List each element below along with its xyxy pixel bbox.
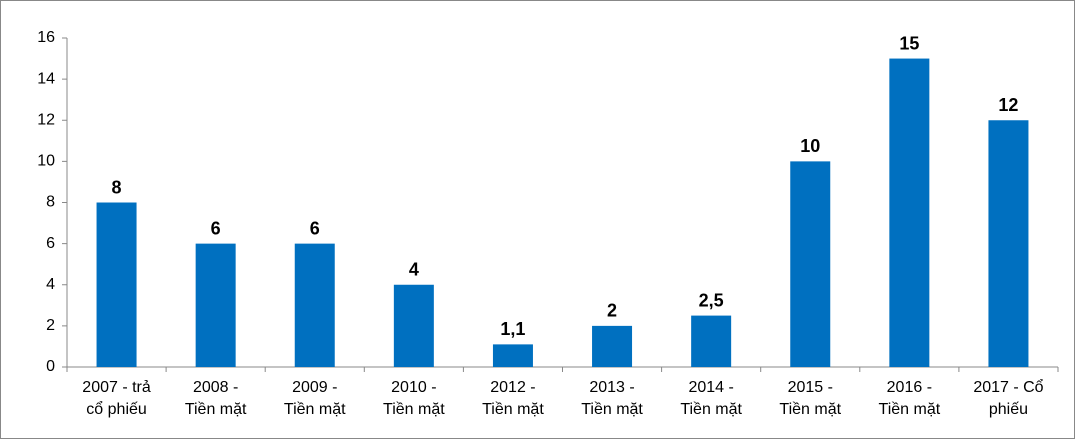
value-label: 2,5 (699, 290, 724, 310)
x-tick-label: 2016 - (887, 379, 932, 396)
bar (691, 315, 732, 367)
value-label: 8 (112, 177, 122, 197)
value-label: 10 (800, 136, 820, 156)
x-tick-label: Tiền mặt (185, 401, 247, 418)
y-tick-label: 4 (46, 276, 55, 293)
x-tick-label: 2014 - (688, 379, 733, 396)
bar (492, 344, 533, 367)
x-tick-label: Tiền mặt (383, 401, 445, 418)
y-tick-label: 12 (37, 111, 55, 128)
x-tick-label: 2013 - (589, 379, 634, 396)
x-tick-label: Tiền mặt (680, 401, 742, 418)
bar (393, 284, 434, 367)
x-tick-label: cổ phiếu (86, 400, 147, 418)
x-tick-label: phiếu (989, 401, 1028, 418)
bar (592, 325, 633, 367)
y-tick-label: 6 (46, 235, 55, 252)
y-tick-label: 2 (46, 317, 55, 334)
value-label: 15 (899, 33, 919, 53)
value-label: 6 (211, 218, 221, 238)
x-tick-label: 2012 - (490, 379, 535, 396)
x-tick-label: 2015 - (788, 379, 833, 396)
bar (96, 202, 137, 367)
bar (790, 161, 831, 367)
value-label: 4 (409, 260, 419, 280)
bar (988, 120, 1029, 367)
x-tick-label: Tiền mặt (284, 401, 346, 418)
bar (294, 243, 335, 367)
y-tick-label: 14 (37, 70, 55, 87)
x-tick-label: 2007 - trả (82, 379, 151, 396)
bar (195, 243, 236, 367)
x-tick-label: 2008 - (193, 379, 238, 396)
value-label: 1,1 (500, 319, 525, 339)
y-tick-label: 0 (46, 358, 55, 375)
value-label: 2 (607, 301, 617, 321)
x-tick-label: 2017 - Cổ (973, 378, 1043, 396)
value-label: 12 (998, 95, 1018, 115)
x-tick-label: Tiền mặt (879, 401, 941, 418)
y-tick-label: 16 (37, 29, 55, 46)
x-tick-label: Tiền mặt (581, 401, 643, 418)
x-tick-label: 2010 - (391, 379, 436, 396)
x-tick-label: Tiền mặt (482, 401, 544, 418)
x-tick-label: 2009 - (292, 379, 337, 396)
value-label: 6 (310, 218, 320, 238)
y-tick-label: 10 (37, 153, 55, 170)
y-tick-label: 8 (46, 194, 55, 211)
bar (889, 58, 930, 367)
x-tick-label: Tiền mặt (779, 401, 841, 418)
